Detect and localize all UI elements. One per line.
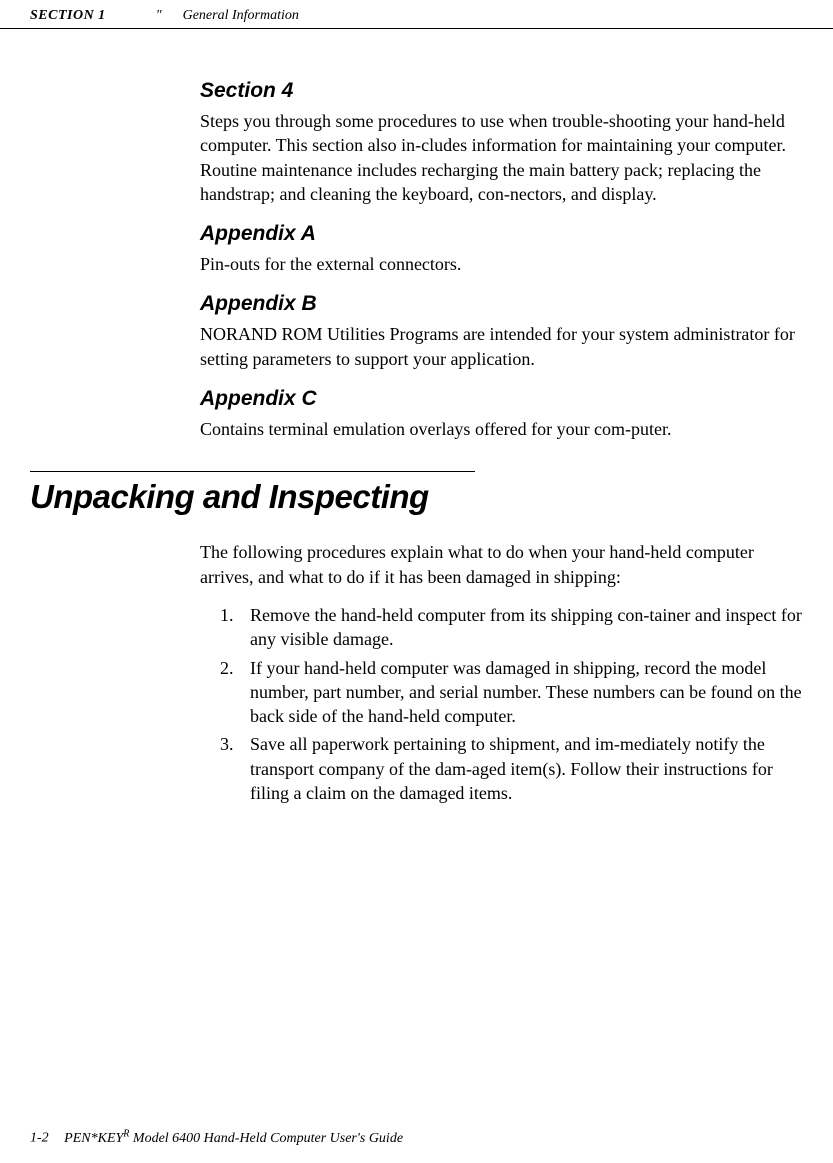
section4-text: Steps you through some procedures to use…: [200, 109, 803, 206]
list-number: 2.: [220, 656, 250, 729]
footer-prefix: PEN*KEY: [64, 1131, 123, 1146]
list-number: 3.: [220, 732, 250, 805]
main-heading-rule: [30, 471, 475, 472]
list-content: Remove the hand-held computer from its s…: [250, 603, 803, 652]
content-area: Section 4 Steps you through some procedu…: [0, 79, 833, 441]
list-content: Save all paperwork pertaining to shipmen…: [250, 732, 803, 805]
appendixA-text: Pin-outs for the external connectors.: [200, 252, 803, 276]
section-title: " General Information: [156, 8, 299, 24]
appendixB-heading: Appendix B: [200, 292, 803, 316]
page-header: SECTION 1 " General Information: [0, 0, 833, 29]
list-item: 3. Save all paperwork pertaining to ship…: [220, 732, 803, 805]
main-heading: Unpacking and Inspecting: [0, 478, 833, 516]
appendixB-text: NORAND ROM Utilities Programs are intend…: [200, 322, 803, 371]
header-title-text: General Information: [183, 8, 299, 23]
separator: ": [156, 8, 162, 23]
appendixC-heading: Appendix C: [200, 387, 803, 411]
page-footer: 1-2 PEN*KEYR Model 6400 Hand-Held Comput…: [30, 1128, 403, 1147]
footer-suffix: Model 6400 Hand-Held Computer User's Gui…: [129, 1131, 403, 1146]
main-intro: The following procedures explain what to…: [200, 540, 803, 589]
list-item: 2. If your hand-held computer was damage…: [220, 656, 803, 729]
main-heading-wrapper: Unpacking and Inspecting: [0, 471, 833, 516]
appendixA-heading: Appendix A: [200, 222, 803, 246]
section-label: SECTION 1: [30, 8, 106, 24]
footer-page: 1-2: [30, 1131, 49, 1146]
main-content: The following procedures explain what to…: [0, 540, 833, 805]
steps-list: 1. Remove the hand-held computer from it…: [200, 603, 803, 805]
list-item: 1. Remove the hand-held computer from it…: [220, 603, 803, 652]
section4-heading: Section 4: [200, 79, 803, 103]
list-number: 1.: [220, 603, 250, 652]
list-content: If your hand-held computer was damaged i…: [250, 656, 803, 729]
footer-product: PEN*KEYR Model 6400 Hand-Held Computer U…: [64, 1131, 403, 1146]
appendixC-text: Contains terminal emulation overlays off…: [200, 417, 803, 441]
